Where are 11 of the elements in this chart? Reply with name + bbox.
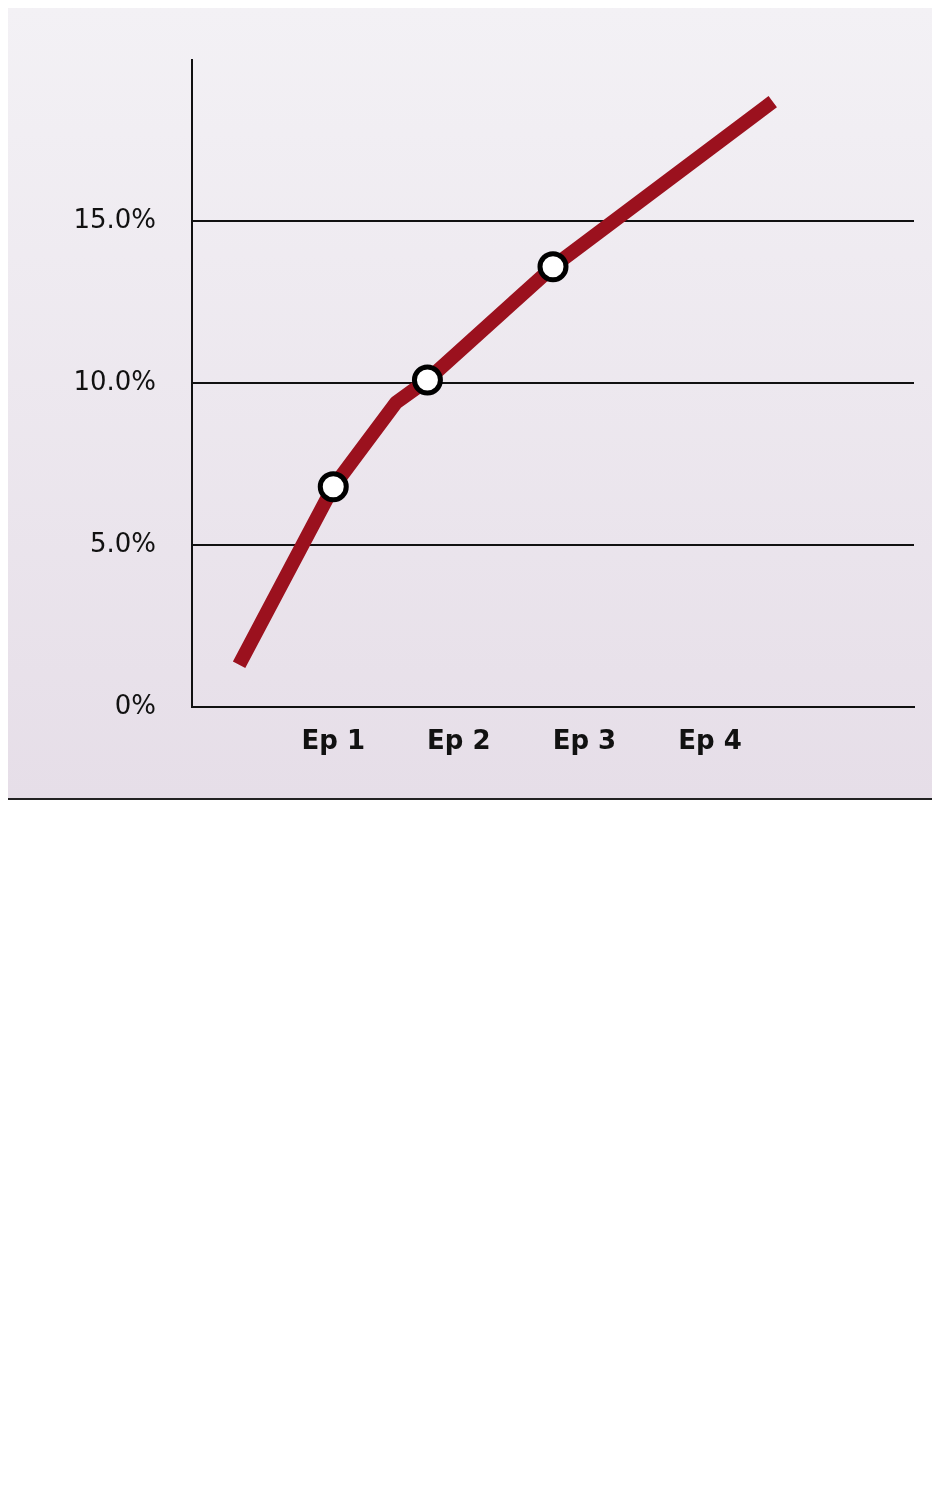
- x-tick-label: Ep 2: [427, 725, 491, 756]
- point: [317, 471, 349, 503]
- x-tick-label: Ep 3: [552, 725, 617, 756]
- y-tick-label: 0%: [114, 689, 156, 720]
- y-tick-label: 5.0%: [89, 527, 156, 558]
- x-tick-label: Ep 4: [678, 725, 742, 756]
- x-tick-label: Ep 1: [301, 725, 366, 756]
- point: [537, 251, 569, 283]
- y-tick-label: 15.0%: [73, 204, 156, 235]
- point: [411, 364, 443, 396]
- y-tick-label: 10.0%: [73, 365, 156, 396]
